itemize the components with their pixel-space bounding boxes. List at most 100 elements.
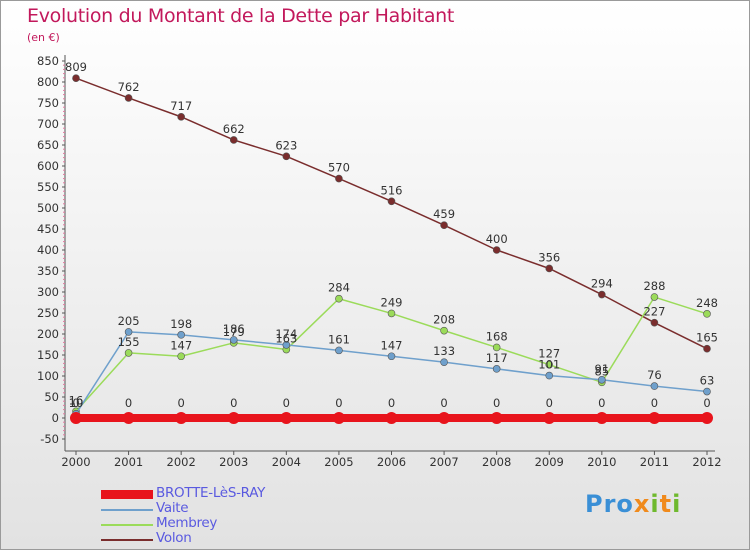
x-tick-label: 2003 [219, 455, 248, 469]
data-label-brotte-l-s-ray: 0 [388, 396, 395, 410]
legend-label-brotte: BROTTE-LèS-RAY [156, 485, 266, 501]
data-label-membrey: 163 [275, 332, 297, 346]
data-label-brotte-l-s-ray: 0 [283, 396, 290, 410]
data-point-volon [703, 344, 711, 353]
data-label-brotte-l-s-ray: 0 [178, 396, 185, 410]
data-labels: 809 762 717 662 623 570 516 459 400 356 294 227 165 1… [65, 60, 718, 410]
x-tick-label: 2005 [324, 455, 353, 469]
proxiti-logo: Proxiti [585, 490, 682, 518]
data-point-vaite [545, 371, 554, 380]
legend-swatch-volon [101, 539, 153, 541]
x-tick-label: 2008 [482, 455, 511, 469]
legend: BROTTE-LèS-RAY Vaite Membrey Volon [101, 485, 361, 547]
data-point-brotte-l-s-ray [280, 412, 293, 424]
x-tick-label: 2002 [167, 455, 196, 469]
data-point-vaite [703, 387, 711, 396]
data-point-volon [598, 290, 606, 299]
legend-item-vaite: Vaite [101, 501, 361, 517]
y-tick-label: 250 [37, 306, 59, 320]
data-point-brotte-l-s-ray [490, 412, 503, 424]
y-tick-label: 750 [37, 96, 59, 110]
data-label-brotte-l-s-ray: 0 [598, 396, 605, 410]
data-point-vaite [492, 365, 501, 373]
data-label-brotte-l-s-ray: 0 [72, 396, 79, 410]
data-point-vaite [387, 352, 396, 361]
data-label-brotte-l-s-ray: 0 [703, 396, 710, 410]
data-label-volon: 809 [65, 60, 87, 74]
data-point-vaite [282, 341, 291, 349]
legend-item-brotte: BROTTE-LèS-RAY [101, 485, 361, 502]
data-point-brotte-l-s-ray [175, 412, 188, 424]
data-point-brotte-l-s-ray [701, 412, 713, 424]
data-label-volon: 516 [381, 183, 403, 197]
legend-label-membrey: Membrey [156, 515, 218, 531]
data-point-volon [229, 136, 238, 144]
legend-label-volon: Volon [156, 530, 192, 546]
data-label-volon: 356 [538, 250, 560, 264]
data-point-brotte-l-s-ray [385, 412, 398, 424]
data-label-volon: 400 [486, 232, 508, 246]
data-point-membrey [703, 310, 711, 318]
y-tick-label: 200 [37, 327, 59, 341]
data-label-brotte-l-s-ray: 0 [335, 396, 342, 410]
legend-item-membrey: Membrey [101, 515, 361, 532]
data-label-vaite: 147 [381, 338, 403, 352]
y-tick-label: 150 [37, 348, 59, 362]
y-tick-label: 100 [37, 369, 59, 383]
y-tick-label: 400 [37, 243, 59, 257]
data-point-membrey [650, 293, 659, 301]
data-point-membrey [177, 352, 185, 361]
x-tick-label: 2001 [114, 455, 143, 469]
data-label-vaite: 161 [328, 332, 350, 346]
x-tick-label: 2006 [377, 455, 406, 469]
data-point-membrey [492, 343, 501, 352]
data-point-vaite [335, 346, 343, 355]
data-point-membrey [387, 309, 396, 318]
data-label-brotte-l-s-ray: 0 [440, 396, 447, 410]
data-label-brotte-l-s-ray: 0 [546, 396, 553, 410]
data-point-brotte-l-s-ray [122, 412, 135, 424]
legend-swatch-vaite [101, 509, 153, 511]
data-label-vaite: 198 [170, 317, 192, 331]
y-tick-label: 450 [37, 222, 59, 236]
data-point-volon [335, 174, 343, 183]
data-point-volon [492, 246, 501, 254]
data-point-volon [72, 74, 80, 83]
y-tick-label: 500 [37, 201, 59, 215]
y-tick-label: 850 [37, 54, 59, 68]
data-point-vaite [177, 331, 185, 339]
y-tick-label: 700 [37, 117, 59, 131]
data-point-brotte-l-s-ray [648, 412, 661, 424]
data-point-brotte-l-s-ray [332, 412, 345, 424]
data-label-vaite: 63 [700, 374, 715, 388]
x-tick-label: 2004 [272, 455, 301, 469]
data-label-vaite: 76 [647, 368, 662, 382]
data-label-membrey: 127 [538, 347, 560, 361]
data-label-brotte-l-s-ray: 0 [493, 396, 500, 410]
data-label-vaite: 91 [595, 362, 610, 376]
unit-label: (en €) [27, 31, 60, 44]
data-label-volon: 570 [328, 161, 350, 175]
y-tick-label: 300 [37, 285, 59, 299]
data-point-vaite [124, 328, 133, 336]
legend-swatch-membrey [101, 524, 153, 526]
data-label-brotte-l-s-ray: 0 [651, 396, 658, 410]
data-point-brotte-l-s-ray [595, 412, 608, 424]
data-label-volon: 459 [433, 207, 455, 221]
data-point-membrey [545, 360, 554, 369]
data-point-brotte-l-s-ray [438, 412, 451, 424]
data-label-volon: 294 [591, 277, 613, 291]
data-label-membrey: 208 [433, 313, 455, 327]
y-tick-label: -50 [40, 432, 59, 446]
x-tick-label: 2012 [692, 455, 721, 469]
data-point-vaite [440, 358, 448, 366]
data-label-volon: 762 [118, 80, 140, 94]
x-tick-label: 2011 [640, 455, 669, 469]
data-label-membrey: 155 [118, 335, 140, 349]
data-point-membrey [124, 349, 133, 357]
data-point-vaite [229, 336, 238, 344]
data-point-vaite [650, 382, 659, 390]
x-tick-label: 2010 [587, 455, 616, 469]
